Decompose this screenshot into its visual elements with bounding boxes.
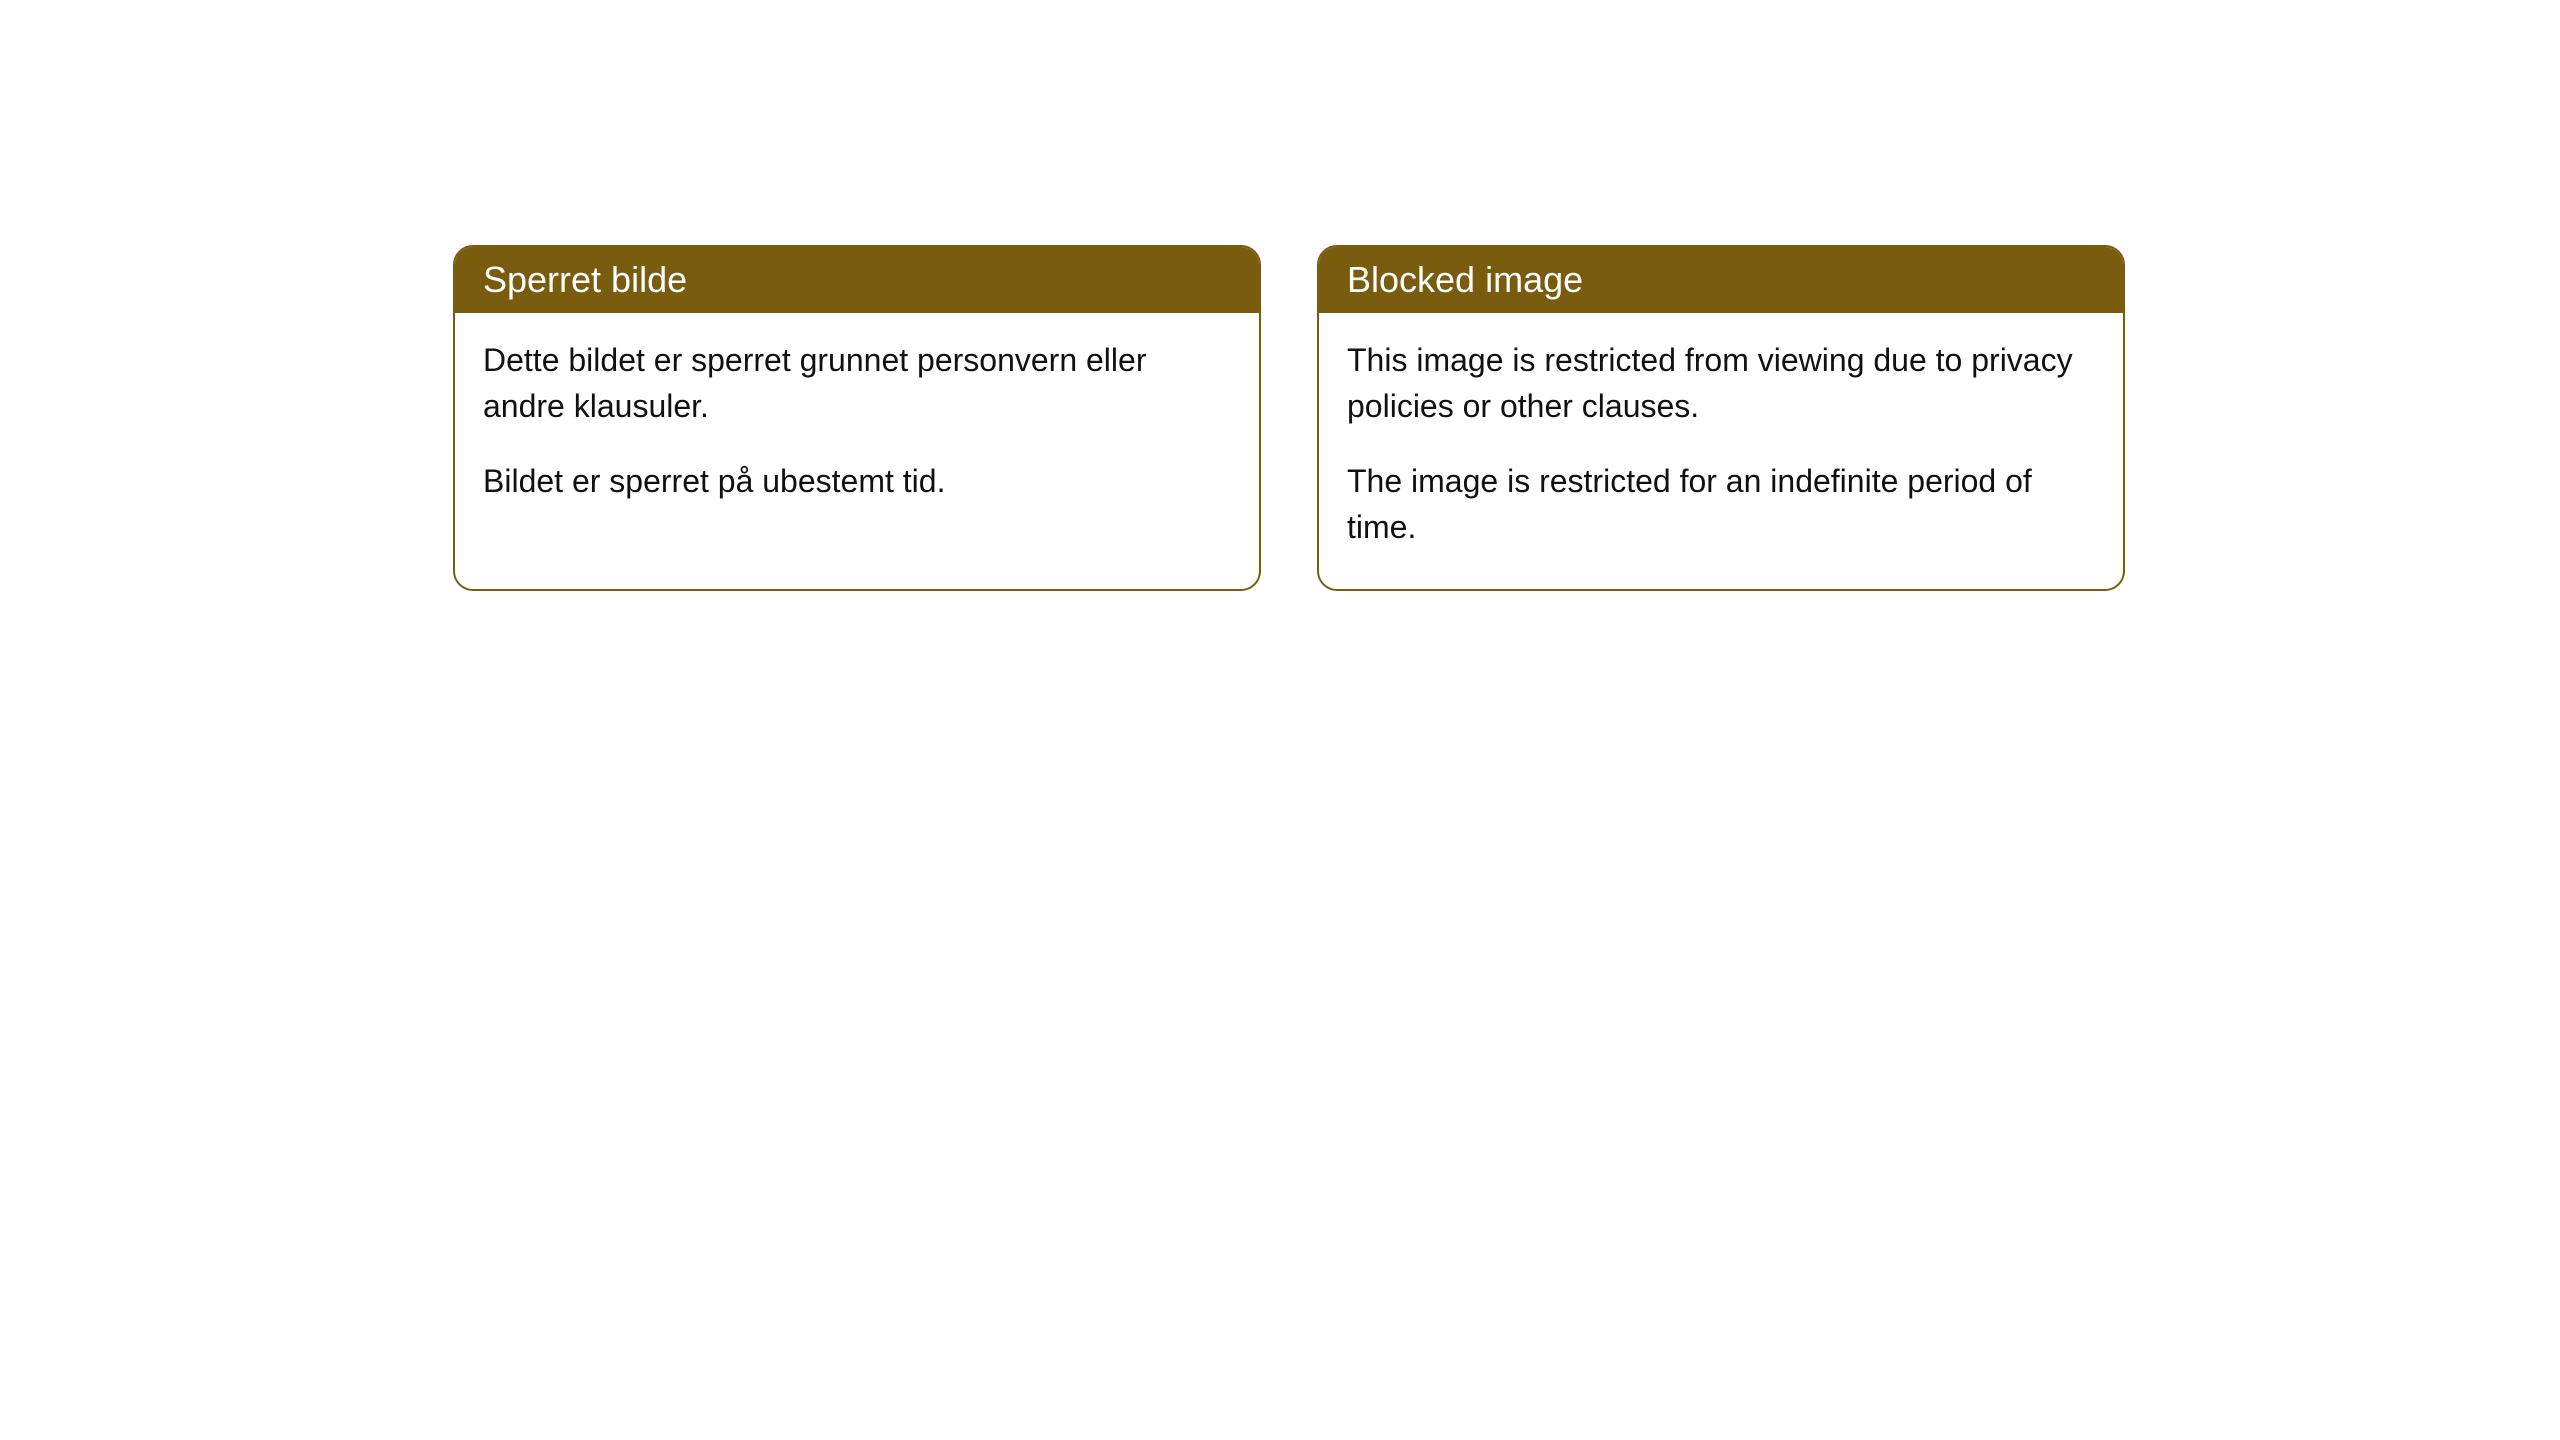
notice-card-norwegian: Sperret bilde Dette bildet er sperret gr… xyxy=(453,245,1261,591)
notice-title: Sperret bilde xyxy=(483,259,687,300)
notice-container: Sperret bilde Dette bildet er sperret gr… xyxy=(453,245,2125,591)
notice-body: Dette bildet er sperret grunnet personve… xyxy=(455,313,1259,542)
notice-body: This image is restricted from viewing du… xyxy=(1319,313,2123,589)
notice-paragraph: Bildet er sperret på ubestemt tid. xyxy=(483,458,1231,504)
notice-paragraph: This image is restricted from viewing du… xyxy=(1347,337,2095,430)
notice-paragraph: Dette bildet er sperret grunnet personve… xyxy=(483,337,1231,430)
notice-header: Sperret bilde xyxy=(455,247,1259,313)
notice-title: Blocked image xyxy=(1347,259,1583,300)
notice-card-english: Blocked image This image is restricted f… xyxy=(1317,245,2125,591)
notice-paragraph: The image is restricted for an indefinit… xyxy=(1347,458,2095,551)
notice-header: Blocked image xyxy=(1319,247,2123,313)
